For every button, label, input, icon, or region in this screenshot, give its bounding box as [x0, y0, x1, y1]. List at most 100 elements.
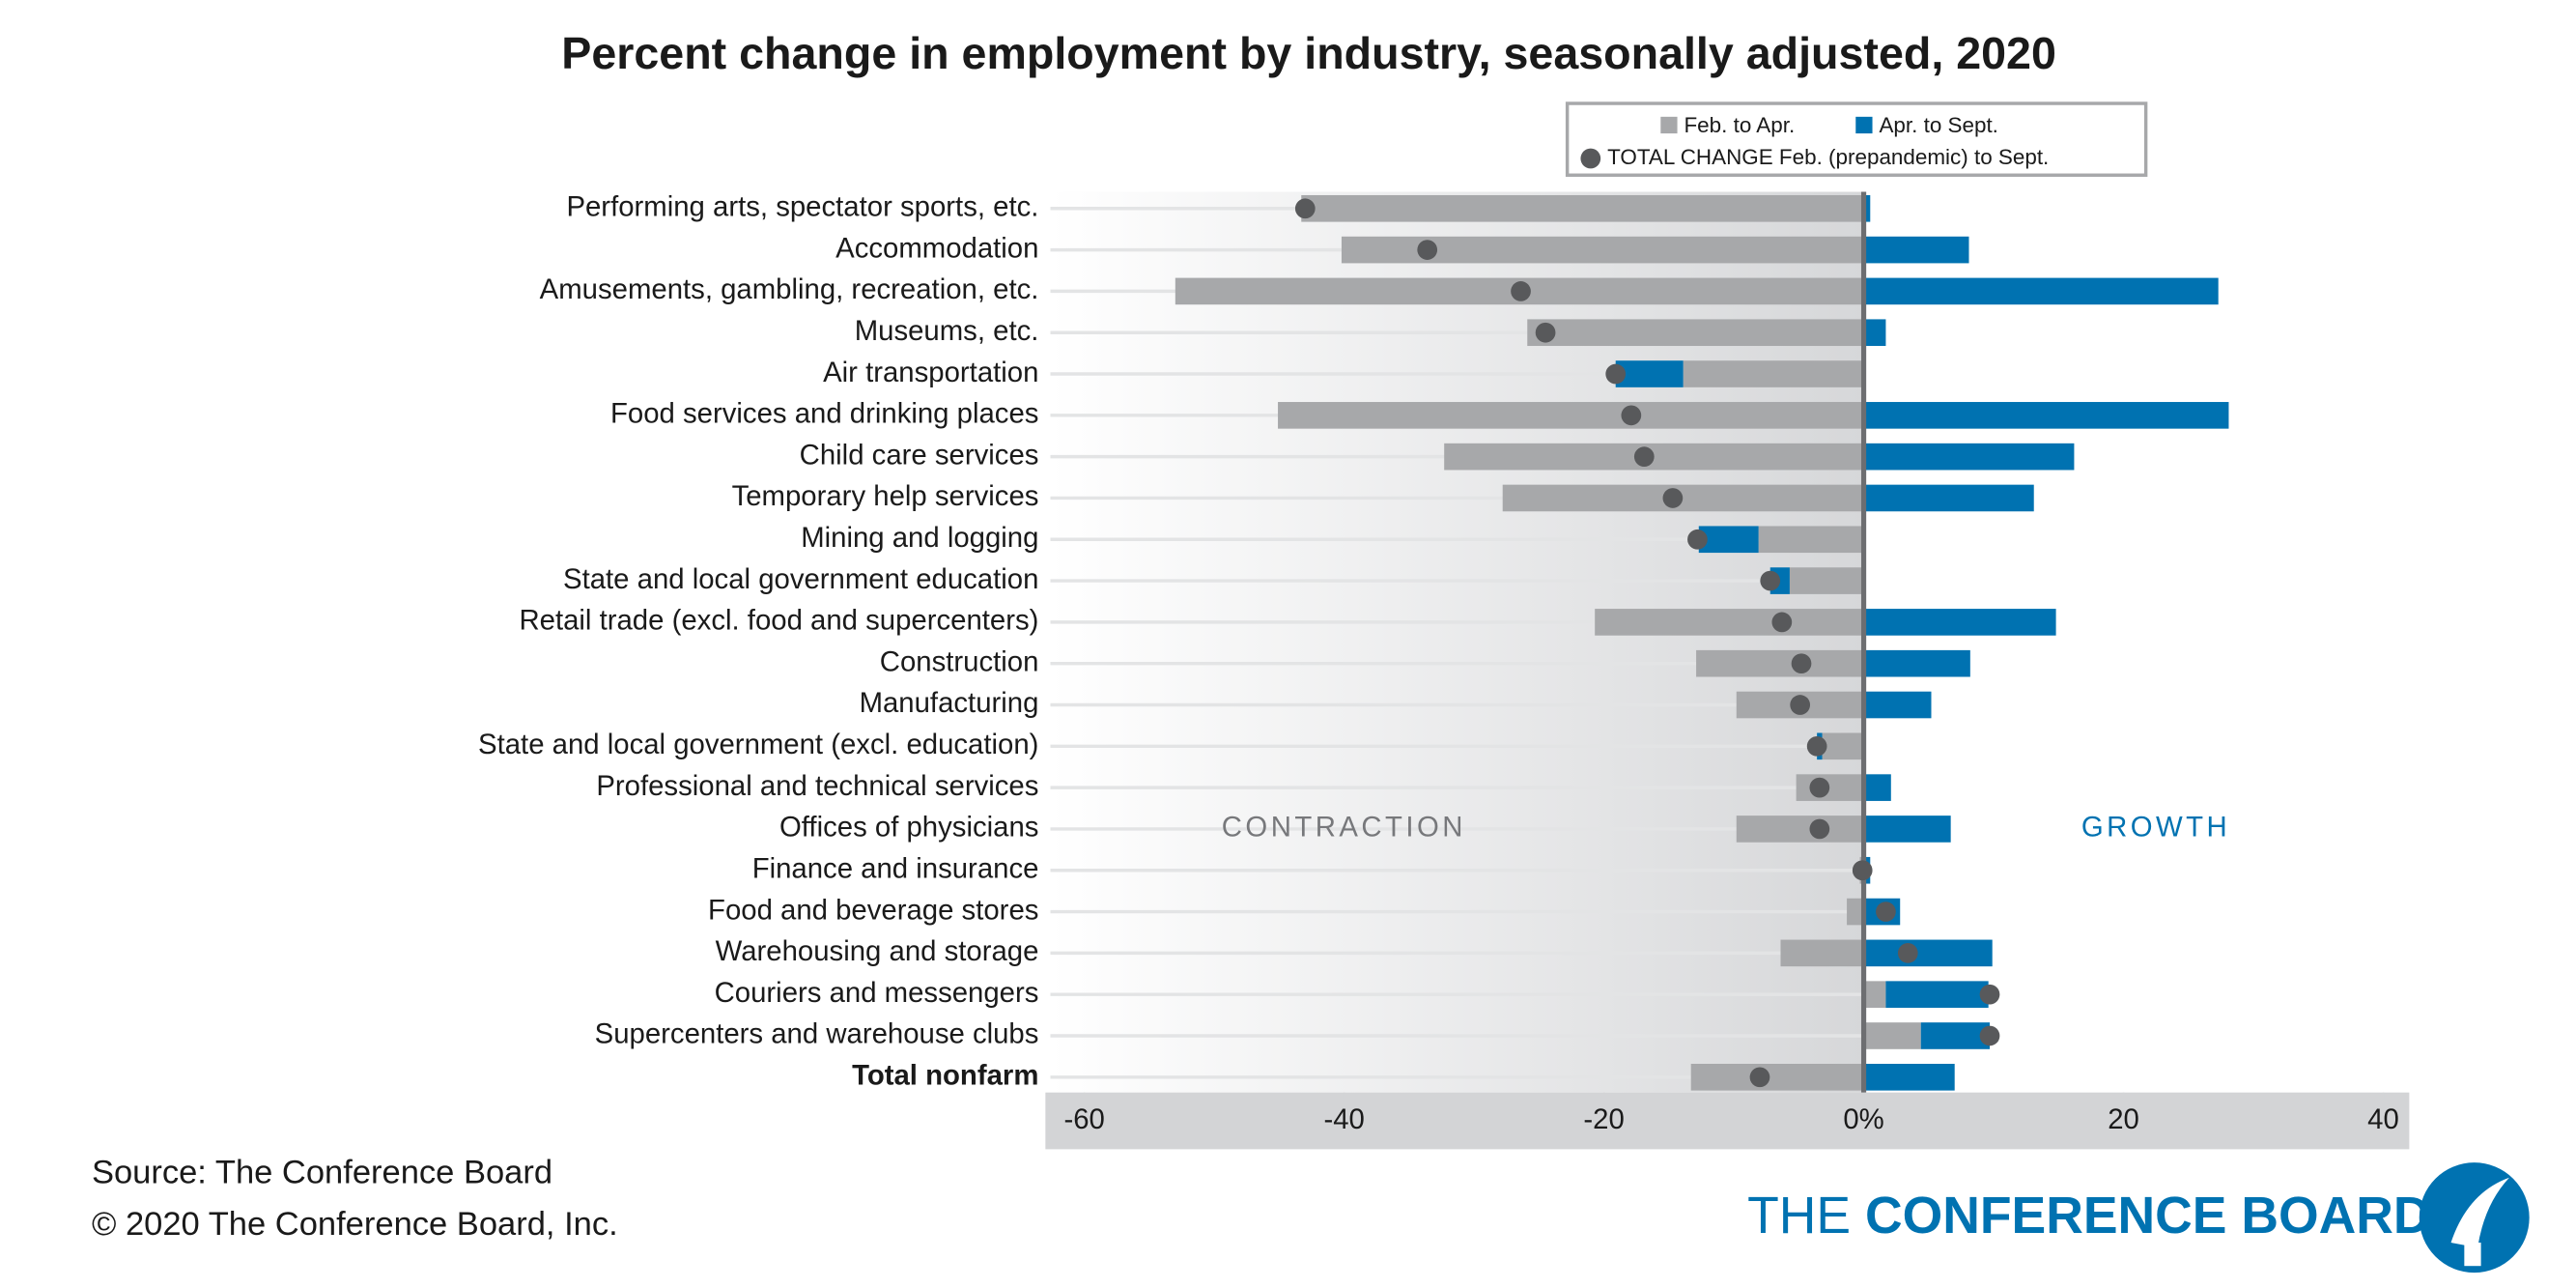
dot [1979, 984, 2000, 1005]
category-label: Temporary help services [732, 480, 1039, 512]
dot [1876, 902, 1896, 922]
dot [1511, 281, 1531, 301]
dot [1852, 860, 1873, 881]
bar [1696, 649, 1864, 677]
annotation: GROWTH [2081, 812, 2230, 844]
bar [1683, 360, 1864, 387]
category-label: Performing arts, spectator sports, etc. [566, 191, 1038, 223]
legend-label: TOTAL CHANGE Feb. (prepandemic) to Sept. [1607, 145, 2049, 169]
legend-label: Apr. to Sept. [1879, 113, 1997, 137]
category-label: State and local government (excl. educat… [478, 729, 1038, 760]
category-label: Warehousing and storage [716, 935, 1039, 967]
chart-title: Percent change in employment by industry… [561, 28, 2056, 78]
category-label: Supercenters and warehouse clubs [595, 1018, 1039, 1050]
bar [1527, 319, 1864, 347]
dot [1760, 570, 1781, 591]
logo-name: CONFERENCE BOARD [1865, 1188, 2431, 1245]
bar [1863, 484, 2034, 512]
bar [1863, 691, 1932, 719]
legend-swatch [1580, 148, 1601, 169]
x-tick-label: 0% [1843, 1103, 1883, 1135]
dot [1897, 943, 1918, 963]
bar [1885, 981, 1989, 1008]
bar [1863, 443, 2075, 471]
legend-swatch [1660, 116, 1678, 134]
legend-swatch [1855, 116, 1873, 134]
logo-text: THE CONFERENCE BOARD [1747, 1188, 2430, 1245]
category-label: Professional and technical services [596, 770, 1038, 802]
x-tick-label: -40 [1323, 1103, 1364, 1135]
category-label: Food services and drinking places [610, 398, 1038, 430]
dot [1294, 198, 1316, 219]
category-label: Air transportation [823, 357, 1038, 388]
bar [1863, 277, 2219, 305]
category-label: Offices of physicians [779, 812, 1038, 844]
dot [1621, 405, 1642, 426]
bar [1863, 1063, 1955, 1091]
bar [1780, 939, 1864, 967]
category-label: Accommodation [835, 232, 1038, 264]
bar [1863, 319, 1886, 347]
category-label: Museums, etc. [855, 315, 1039, 347]
category-label: Construction [880, 645, 1039, 677]
dot [1791, 653, 1812, 674]
category-label: State and local government education [563, 563, 1038, 595]
dot [1749, 1067, 1770, 1088]
x-tick-label: 40 [2367, 1103, 2399, 1135]
bar [1863, 1022, 1921, 1049]
bar [1863, 402, 2229, 429]
dot [1662, 488, 1684, 508]
category-label: Manufacturing [860, 687, 1039, 719]
dot [1790, 695, 1811, 715]
bar [1822, 732, 1864, 760]
bar [1301, 194, 1864, 222]
bar [1502, 484, 1864, 512]
bar [1789, 567, 1864, 594]
dot [1806, 735, 1827, 757]
category-label: Amusements, gambling, recreation, etc. [540, 273, 1039, 305]
bar [1698, 526, 1759, 554]
dot [1633, 446, 1655, 468]
logo-icon [2419, 1162, 2530, 1274]
dot [1771, 612, 1793, 633]
bar [1863, 774, 1891, 801]
category-label: Child care services [800, 439, 1039, 471]
bar [1863, 194, 1871, 222]
dot [1979, 1025, 2000, 1046]
category-label: Retail trade (excl. food and supercenter… [519, 605, 1038, 637]
source: Source: The Conference Board [92, 1154, 552, 1190]
bar [1863, 816, 1951, 843]
bar [1920, 1022, 1991, 1049]
bar [1690, 1063, 1864, 1091]
bar [1863, 939, 1993, 967]
x-tick-label: 20 [2108, 1103, 2139, 1135]
bar [1758, 526, 1864, 554]
category-label: Couriers and messengers [715, 977, 1039, 1009]
x-tick-label: -60 [1063, 1103, 1104, 1135]
category-label: Mining and logging [801, 522, 1038, 554]
bar [1863, 609, 2056, 636]
dot [1417, 240, 1438, 260]
dot [1809, 818, 1830, 840]
bar [1736, 816, 1864, 843]
bar [1863, 981, 1886, 1008]
legend-label: Feb. to Apr. [1684, 113, 1795, 137]
dot [1687, 529, 1708, 550]
annotation: CONTRACTION [1222, 812, 1466, 844]
bar [1595, 609, 1864, 636]
category-label: Finance and insurance [752, 852, 1039, 884]
bar [1796, 774, 1864, 801]
logo-prefix: THE [1747, 1188, 1851, 1245]
bar [1847, 898, 1864, 926]
x-axis-band [1045, 1092, 2410, 1150]
bar [1863, 649, 1970, 677]
bar [1615, 360, 1684, 387]
x-tick-label: -20 [1583, 1103, 1624, 1135]
bar [1278, 402, 1864, 429]
bar [1863, 236, 1969, 264]
dot [1605, 363, 1627, 385]
dot [1809, 777, 1830, 798]
category-label: Food and beverage stores [708, 894, 1038, 926]
category-label: Total nonfarm [852, 1060, 1038, 1092]
